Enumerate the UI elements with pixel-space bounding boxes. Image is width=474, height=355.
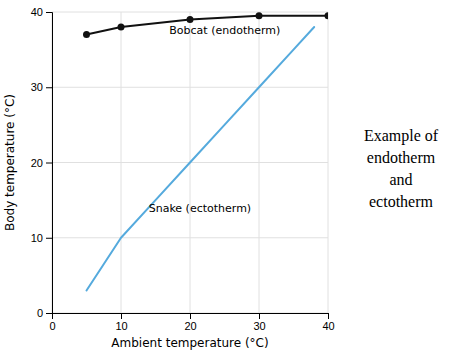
axis-line bbox=[46, 13, 53, 314]
x-axis: 0 10 20 30 40 bbox=[49, 313, 334, 332]
tick-mark bbox=[190, 313, 191, 319]
grid-line-y bbox=[52, 12, 328, 13]
tick-label: 20 bbox=[184, 320, 196, 332]
chart: 0 10 20 30 40 0 10 20 30 40 Bobcat (endotherm) Snak… bbox=[0, 0, 474, 355]
tick: 10 bbox=[31, 232, 52, 244]
tick-label: 20 bbox=[31, 157, 43, 169]
tick-mark bbox=[46, 238, 52, 239]
axis-line bbox=[53, 314, 329, 320]
tick: 40 bbox=[31, 6, 52, 18]
series-group bbox=[83, 12, 328, 290]
tick: 20 bbox=[184, 313, 196, 332]
marker bbox=[256, 12, 263, 19]
title-line: and bbox=[389, 171, 412, 188]
tick-mark bbox=[121, 313, 122, 319]
annotation: Bobcat (endotherm) bbox=[169, 24, 280, 37]
tick: 40 bbox=[322, 313, 334, 332]
marker bbox=[187, 16, 194, 23]
tick-label: 30 bbox=[253, 320, 265, 332]
tick: 0 bbox=[37, 307, 52, 319]
tick-label: 40 bbox=[322, 320, 334, 332]
marker bbox=[83, 31, 90, 38]
marker bbox=[325, 12, 329, 19]
tick-mark bbox=[46, 313, 52, 314]
y-axis: 0 10 20 30 40 bbox=[31, 6, 53, 319]
tick-label: 10 bbox=[31, 232, 43, 244]
series-line bbox=[87, 27, 315, 290]
tick-label: 40 bbox=[31, 6, 43, 18]
tick-label: 0 bbox=[49, 320, 55, 332]
grid bbox=[52, 12, 328, 313]
marker bbox=[118, 24, 125, 31]
y-axis-title: Body temperature (°C) bbox=[3, 94, 17, 231]
tick: 0 bbox=[49, 313, 55, 332]
x-axis-title: Ambient temperature (°C) bbox=[111, 336, 268, 350]
tick-mark bbox=[46, 87, 52, 88]
title-line: ectotherm bbox=[369, 193, 434, 210]
tick-mark bbox=[46, 12, 52, 13]
tick: 20 bbox=[31, 157, 52, 169]
title-line: endotherm bbox=[367, 149, 436, 166]
tick-mark bbox=[328, 313, 329, 319]
tick: 10 bbox=[115, 313, 127, 332]
tick-mark bbox=[259, 313, 260, 319]
annotation: Snake (ectotherm) bbox=[149, 202, 251, 215]
tick: 30 bbox=[31, 81, 52, 93]
tick-label: 10 bbox=[115, 320, 127, 332]
grid-line-y bbox=[52, 87, 328, 88]
grid-line-y bbox=[52, 237, 328, 238]
title: Example of endotherm and ectotherm bbox=[364, 127, 439, 210]
tick-label: 0 bbox=[37, 307, 43, 319]
tick-mark bbox=[46, 163, 52, 164]
plot-area: 0 10 20 30 40 0 10 20 30 40 Bobcat (endotherm) Snak… bbox=[31, 6, 335, 332]
title-line: Example of bbox=[364, 127, 439, 145]
tick: 30 bbox=[253, 313, 265, 332]
tick-label: 30 bbox=[31, 81, 43, 93]
